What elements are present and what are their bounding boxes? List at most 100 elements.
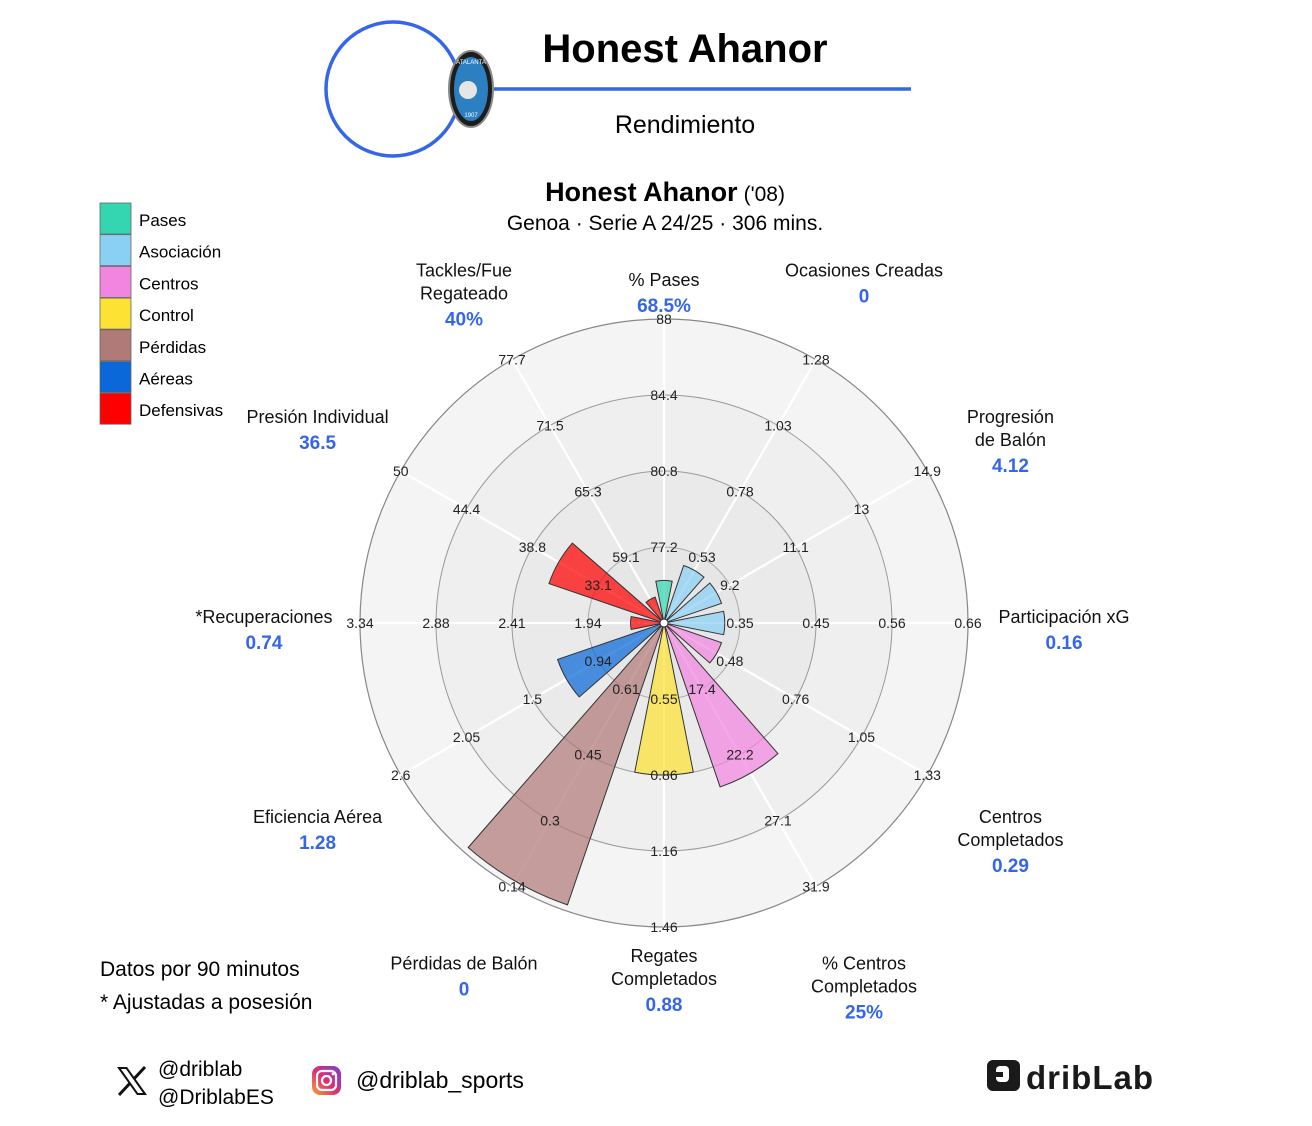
legend-label: Asociación <box>139 243 221 262</box>
category-label: Regateado <box>420 284 508 304</box>
category-regates-completados: Regates Completados 0.88 <box>611 946 717 1016</box>
tick-label: 1.46 <box>650 919 677 935</box>
category-label: % Pases <box>628 270 699 290</box>
tick-label: 2.88 <box>422 615 449 631</box>
tick-label: 44.4 <box>453 501 480 517</box>
category-label: Centros <box>979 807 1042 827</box>
category--pases: % Pases 68.5% <box>628 270 699 317</box>
bar-p-rdidas-de-bal-n <box>467 625 664 906</box>
tick-label: 14.9 <box>914 463 941 479</box>
legend-swatch <box>99 234 132 267</box>
tick-label: 84.4 <box>650 387 677 403</box>
spoke <box>497 335 665 624</box>
category--recuperaciones: *Recuperaciones 0.74 <box>195 607 332 654</box>
social-bar: @driblab @DriblabES @driblab_sports d <box>117 1058 1154 1109</box>
header-circle <box>324 20 462 158</box>
category-value: 0.16 <box>1046 633 1083 654</box>
tick-label: 65.3 <box>574 483 601 499</box>
tick-label: 1.28 <box>802 352 829 368</box>
tick-label: 22.2 <box>726 747 753 763</box>
category-p-rdidas-de-bal-n: Pérdidas de Balón 0 <box>390 953 537 1000</box>
page-subtitle: Rendimiento <box>615 111 755 139</box>
tick-label: 1.33 <box>914 767 941 783</box>
bar-regates-completados <box>634 626 694 776</box>
tick-label: 0.35 <box>726 615 753 631</box>
x-handle-1[interactable]: @driblab <box>158 1058 242 1081</box>
chart-context: Genoa · Serie A 24/25 · 306 mins. <box>507 212 823 235</box>
x-logo-icon <box>117 1065 147 1097</box>
instagram-handle[interactable]: @driblab_sports <box>356 1067 524 1093</box>
category-label: Participación xG <box>999 607 1130 627</box>
tick-label: 33.1 <box>585 577 612 593</box>
category-label: Completados <box>611 969 717 989</box>
tick-label: 38.8 <box>519 539 546 555</box>
category-ocasiones-creadas: Ocasiones Creadas 0 <box>785 261 943 308</box>
legend-label: Centros <box>139 274 199 293</box>
tick-label: 0.94 <box>585 653 612 669</box>
tick-label: 2.41 <box>498 615 525 631</box>
bar-tackles-fue-regateado <box>645 596 664 621</box>
driblab-logo: dribLab <box>987 1059 1154 1096</box>
bar-centros-completados <box>666 623 723 664</box>
footnote-per90: Datos por 90 minutos <box>100 958 300 981</box>
tick-label: 3.34 <box>346 615 373 631</box>
footnote-possession: * Ajustadas a posesión <box>100 991 312 1014</box>
tick-label: 17.4 <box>688 681 715 697</box>
bar--recuperaciones <box>630 615 661 631</box>
bar-presi-n-individual <box>548 542 662 623</box>
tick-label: 9.2 <box>720 577 740 593</box>
category-presi-n-individual: Presión Individual 36.5 <box>247 407 389 454</box>
radar: 77.2 80.8 84.4 88 0.53 0.78 1.03 1.28 9.2 11.1 13 1… <box>195 261 1129 1024</box>
category-label: Tackles/Fue <box>416 261 512 281</box>
legend-label: Defensivas <box>139 401 223 420</box>
category-label: Regates <box>630 946 697 966</box>
category-progresi-n-de-bal-n: Progresión de Balón 4.12 <box>967 407 1054 477</box>
chart-title-name: Honest Ahanor <box>545 177 738 207</box>
badge-text: ATALANTA <box>456 60 486 66</box>
tick-label: 1.5 <box>523 691 543 707</box>
legend-swatch <box>99 329 132 362</box>
tick-label: 59.1 <box>612 549 639 565</box>
category-value: 0.29 <box>992 856 1029 877</box>
tick-label: 77.7 <box>498 352 525 368</box>
category-value: 1.28 <box>299 833 336 854</box>
category-label: Pérdidas de Balón <box>390 953 537 973</box>
category-value: 0 <box>459 979 470 1000</box>
category-value: 4.12 <box>992 456 1029 477</box>
tick-label: 80.8 <box>650 463 677 479</box>
x-handle-2[interactable]: @DriblabES <box>158 1086 274 1109</box>
category-eficiencia-a-rea: Eficiencia Aérea 1.28 <box>253 807 383 854</box>
driblab-mark-icon <box>987 1060 1020 1091</box>
tick-label: 0.3 <box>540 812 560 828</box>
tick-label: 2.05 <box>453 729 480 745</box>
category-value: 0.88 <box>646 995 683 1016</box>
legend-swatch <box>99 392 132 425</box>
tick-label: 50 <box>393 463 409 479</box>
legend-swatch <box>99 265 132 298</box>
badge-year: 1907 <box>464 113 478 119</box>
legend-label: Control <box>139 306 194 325</box>
tick-label: 88 <box>656 311 672 327</box>
tick-label: 0.56 <box>878 615 905 631</box>
chart-title-year: ('08) <box>744 183 785 206</box>
category-label: Eficiencia Aérea <box>253 807 383 827</box>
tick-label: 0.45 <box>802 615 829 631</box>
tick-label: 0.14 <box>498 878 525 894</box>
category-label: Ocasiones Creadas <box>785 261 943 281</box>
tick-label: 0.45 <box>574 747 601 763</box>
bar-participaci-n-xg <box>667 610 726 636</box>
driblab-logo-text: dribLab <box>1026 1059 1154 1096</box>
legend-label: Pérdidas <box>139 338 206 357</box>
category-centros-completados: Centros Completados 0.29 <box>957 807 1063 877</box>
legend: Pases Asociación Centros Control Pérdidas Aér… <box>99 202 223 425</box>
legend-label: Aéreas <box>139 370 193 389</box>
club-badge-icon: ATALANTA 1907 <box>448 50 494 128</box>
category-value: 36.5 <box>299 433 336 454</box>
legend-swatch <box>99 297 132 330</box>
tick-label: 0.66 <box>954 615 981 631</box>
tick-label: 71.5 <box>536 418 563 434</box>
category-label: Presión Individual <box>247 407 389 427</box>
category-label: *Recuperaciones <box>195 607 332 627</box>
tick-label: 0.55 <box>650 691 677 707</box>
